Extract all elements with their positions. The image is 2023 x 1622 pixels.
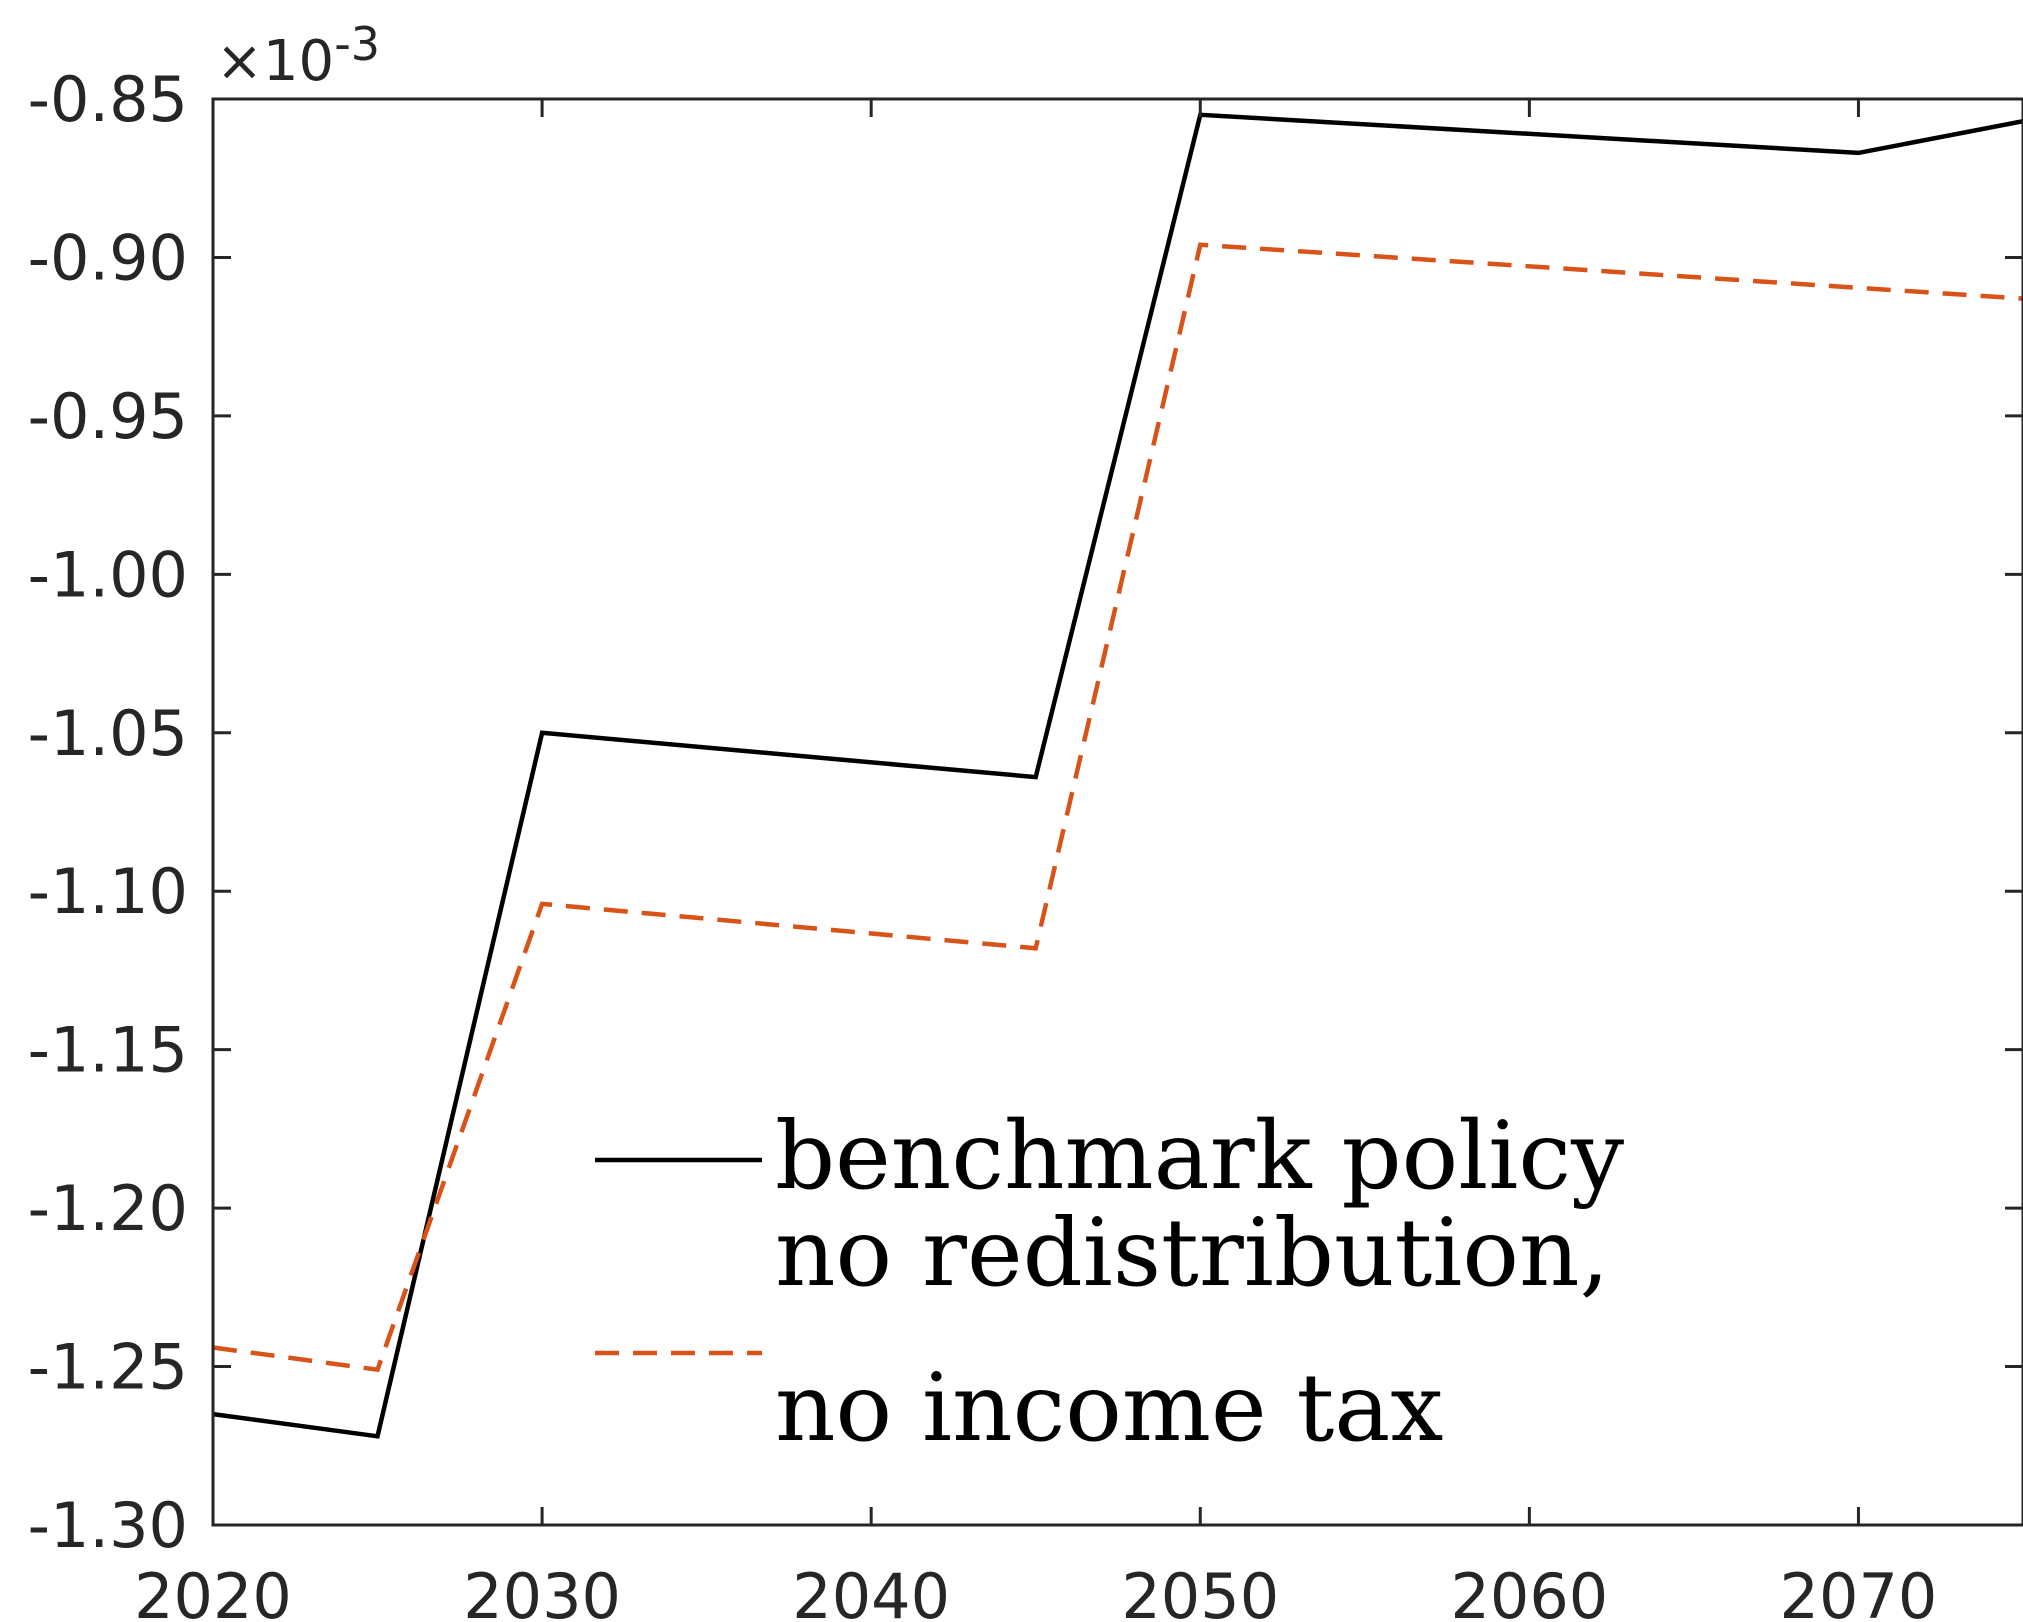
y-exponent-base: ×10 — [216, 29, 334, 94]
plot-background — [213, 99, 2023, 1525]
y-tick-label: -1.10 — [28, 855, 188, 928]
y-exponent-power: -3 — [334, 17, 380, 71]
y-tick-label: -0.85 — [28, 63, 188, 136]
y-tick-label: -1.00 — [28, 538, 188, 611]
x-tick-label: 2050 — [1121, 1560, 1279, 1622]
x-tick-label: 2040 — [792, 1560, 950, 1622]
y-tick-label: -0.95 — [28, 380, 188, 453]
tick-layer — [211, 97, 2023, 1527]
y-tick-label: -1.20 — [28, 1172, 188, 1245]
x-tick-label: 2030 — [463, 1560, 621, 1622]
y-tick-label: -1.05 — [28, 697, 188, 770]
legend-label-2: no income tax — [775, 1354, 1443, 1463]
y-exponent-label: ×10-3 — [216, 17, 380, 94]
series-layer — [212, 112, 2023, 1439]
series-line-2 — [212, 242, 2023, 1373]
y-tick-label: -1.25 — [28, 1331, 188, 1404]
axes-box — [211, 97, 2023, 1527]
x-tick-label: 2070 — [1780, 1560, 1938, 1622]
y-tick-label: -0.90 — [28, 221, 188, 294]
legend-label-1: benchmark policy — [775, 1102, 1624, 1211]
x-tick-label: 2020 — [134, 1560, 292, 1622]
legend-label-2: no redistribution, — [775, 1199, 1609, 1308]
x-tick-label: 2060 — [1450, 1560, 1608, 1622]
y-tick-label: -1.15 — [28, 1014, 188, 1087]
series-line-1 — [212, 112, 2023, 1439]
y-tick-label: -1.30 — [28, 1489, 188, 1562]
tick-label-layer: 2020 2030 2040 2050 2060 2070 -0.85 -0.90 -0.95 -… — [28, 63, 1938, 1622]
